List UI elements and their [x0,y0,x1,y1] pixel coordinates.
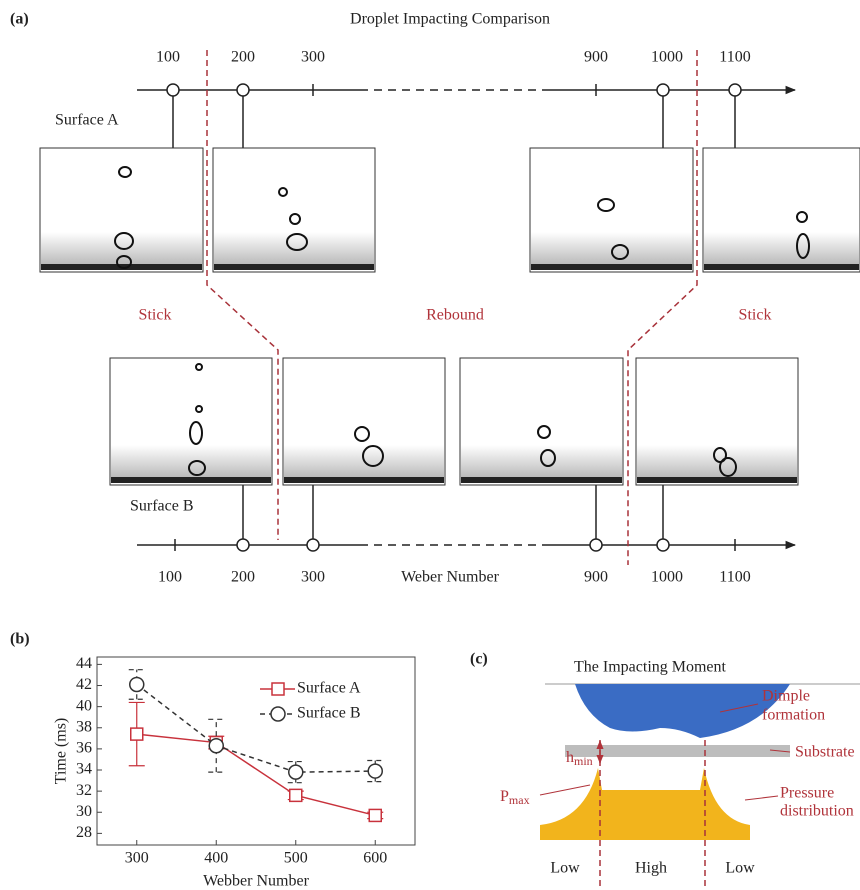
droplet [575,684,790,738]
tick-label: 200 [231,49,255,66]
photo [40,148,203,272]
annotation: Pressure [780,785,834,802]
photo-base [531,264,692,270]
annotation: Substrate [795,744,855,761]
marker [289,765,303,779]
tick-label: 200 [231,569,255,586]
axis-label: Weber Number [401,569,499,586]
marker [290,789,302,801]
marker [271,707,285,721]
tick-label: 1100 [719,49,750,66]
y-tick-label: 28 [76,824,92,841]
x-tick-label: 300 [125,850,149,867]
marker [209,739,223,753]
photo-floor [704,232,859,264]
title: Droplet Impacting Comparison [350,11,550,28]
series-line [137,684,376,772]
x-tick-label: 500 [284,850,308,867]
x-axis-label: Webber Number [203,873,309,890]
panel-label: (a) [10,11,29,28]
substrate [565,745,790,757]
marker [368,764,382,778]
tick-label: 300 [301,569,325,586]
y-tick-label: 42 [76,676,92,693]
photo [636,358,798,485]
subscript: min [574,754,593,768]
photo-floor [214,232,374,264]
symbol: P [500,788,509,805]
region-label: Stick [139,307,172,324]
region-label: Stick [739,307,772,324]
zone-label: High [635,860,667,877]
photo-base [284,477,444,483]
annotation: formation [762,707,825,724]
legend-label: Surface B [297,705,361,722]
subscript: max [509,793,530,807]
x-tick-label: 400 [204,850,228,867]
annotation: distribution [780,803,854,820]
tick-label: 1000 [651,49,683,66]
photo-base [111,477,271,483]
photo-base [214,264,374,270]
page: (a) Droplet Impacting Comparison 100 200… [0,0,860,890]
marker [369,809,381,821]
legend-label: Surface A [297,680,361,697]
leader [540,785,590,795]
y-tick-label: 30 [76,803,92,820]
chart: 28 30 32 34 36 38 40 42 44 300 400 500 600 Webber Num… [53,655,415,890]
tick-label: 100 [156,49,180,66]
surface-label: Surface B [130,498,194,515]
annotation: Pmax [500,788,530,807]
y-axis-label: Time (ms) [53,718,70,785]
photo [530,148,693,272]
marker [130,677,144,691]
bottom-axis [137,485,795,551]
tick-label: 300 [301,49,325,66]
y-tick-label: 32 [76,782,92,799]
tick-label: 1100 [719,569,750,586]
surface-label: Surface A [55,112,119,129]
photo-floor [531,232,692,264]
photo [110,358,272,485]
zone-label: Low [550,860,580,877]
photo-base [637,477,797,483]
photo [283,358,445,485]
zone-label: Low [725,860,755,877]
photo-base [704,264,859,270]
region-label: Rebound [426,307,484,324]
leader [745,796,778,800]
photo-base [461,477,622,483]
panel-label: (b) [10,631,30,648]
marker [131,728,143,740]
y-tick-label: 40 [76,697,92,714]
photo [460,358,623,485]
plot-frame [97,657,415,845]
annotation: Dimple [762,688,810,705]
figure: (a) Droplet Impacting Comparison 100 200… [0,0,860,890]
title: The Impacting Moment [574,659,727,676]
y-tick-label: 34 [76,761,92,778]
tick-label: 1000 [651,569,683,586]
tick-label: 900 [584,49,608,66]
pressure-profile [540,768,750,840]
tick-label: 100 [158,569,182,586]
symbol: h [566,749,574,766]
photo [703,148,860,272]
y-tick-label: 44 [76,655,92,672]
y-tick-label: 36 [76,740,92,757]
tick-label: 900 [584,569,608,586]
series-line [137,734,376,815]
marker [272,683,284,695]
panel-label: (c) [470,651,488,668]
photo [213,148,375,272]
x-tick-label: 600 [363,850,387,867]
y-tick-label: 38 [76,718,92,735]
